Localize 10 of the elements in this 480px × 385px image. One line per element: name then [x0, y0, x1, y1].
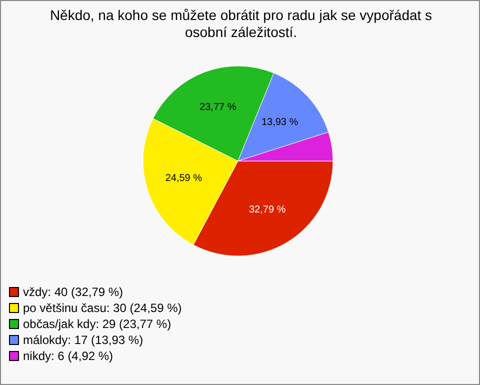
data-label: 23,77 % [200, 102, 236, 114]
legend-label: málokdy: 17 (13,93 %) [23, 333, 144, 347]
legend-label: občas/jak kdy: 29 (23,77 %) [23, 317, 172, 331]
legend-label: nikdy: 6 (4,92 %) [23, 349, 114, 363]
data-label: 13,93 % [261, 116, 298, 128]
chart-title: Někdo, na koho se můžete obrátit pro radu jak se vypořádat s osobní záležitostí. [48, 7, 434, 41]
legend-label: vždy: 40 (32,79 %) [23, 285, 124, 299]
legend-label: po většinu času: 30 (24,59 %) [23, 301, 182, 315]
data-label: 32,79 % [248, 204, 286, 216]
data-label: 24,59 % [165, 172, 202, 184]
